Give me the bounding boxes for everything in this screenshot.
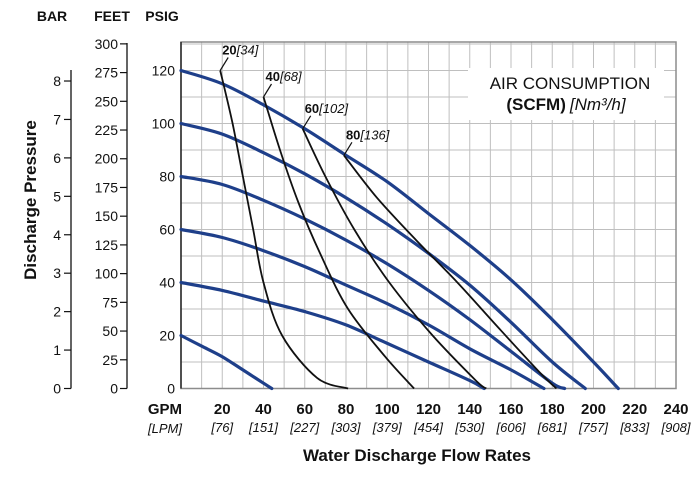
feet-tick-label: 125 [95,237,119,253]
psig-tick-label: 120 [152,63,176,79]
x-tick-label-lpm: [454] [413,420,443,435]
y-axis-title: Discharge Pressure [21,120,40,280]
x-tick-label-gpm: 220 [622,401,647,418]
air-curve-leader [302,115,312,130]
x-tick-label-lpm: [833] [619,420,649,435]
tick-labels: 0123456780255075100125150175200225250275… [53,36,691,435]
x-tick-label-gpm: 100 [375,401,400,418]
air-curve-label-20: 20[34] [222,43,259,58]
x-tick-label-lpm: [151] [248,420,278,435]
air-curve-labels: 20[34] 40[68] 60[102] 80[136] [219,43,390,156]
performance-curves [179,68,620,391]
x-tick-label-gpm: 60 [296,401,313,418]
x-tick-label-lpm: [530] [454,420,484,435]
legend-subtitle: (SCFM) [Nm³/h] [506,95,626,114]
x-tick-label-gpm: 180 [540,401,565,418]
psig-tick-label: 100 [152,116,176,132]
x-tick-label-gpm: 160 [498,401,523,418]
x-tick-label-lpm: [303] [331,420,361,435]
x-tick-label-gpm: 200 [581,401,606,418]
air-curve-label-80: 80[136] [346,127,390,142]
feet-tick-label: 225 [95,122,119,138]
x-tick-label-gpm: 40 [255,401,272,418]
air-curve-leader [219,57,229,71]
bar-tick-label: 6 [53,150,61,166]
legend-subtitle-italic: [Nm³/h] [569,95,627,114]
bar-tick-label: 0 [53,381,61,397]
psig-axis-unit: PSIG [145,8,179,24]
air-curve-leader [343,141,353,156]
performance-curve-80-psig [179,174,567,391]
x-tick-label-lpm: [379] [372,420,402,435]
air-curve-label-value: 20 [222,43,236,58]
x-tick-label-gpm: 240 [663,401,688,418]
air-curve-60-scfm [301,128,487,390]
performance-curve-100-psig [179,121,587,391]
legend-box: AIR CONSUMPTION (SCFM) [Nm³/h] [468,68,664,120]
psig-tick-label: 60 [159,222,175,238]
x-tick-label-gpm: 120 [416,401,441,418]
air-curve-label-metric: [68] [279,69,302,84]
x-axis-unit-lpm: [LPM] [147,421,182,436]
x-tick-label-lpm: [681] [537,420,567,435]
feet-tick-label: 0 [110,381,118,397]
x-axis-unit-gpm: GPM [148,401,182,418]
bar-tick-label: 4 [53,227,61,243]
psig-tick-label: 40 [159,275,175,291]
feet-tick-label: 275 [95,65,119,81]
psig-tick-label: 80 [159,169,175,185]
x-tick-label-lpm: [757] [578,420,608,435]
air-curve-label-value: 80 [346,127,360,142]
bar-tick-label: 3 [53,265,61,281]
feet-tick-label: 250 [95,93,119,109]
air-consumption-curves [219,70,558,390]
air-curve-label-value: 40 [266,69,280,84]
feet-axis-unit: FEET [94,8,130,24]
air-curve-label-40: 40[68] [266,69,303,84]
performance-curve-120-psig [179,68,620,391]
x-tick-label-lpm: [76] [210,420,233,435]
legend-subtitle-bold: (SCFM) [506,95,565,114]
grid-lines [180,41,677,390]
bar-tick-label: 8 [53,73,61,89]
x-tick-label-gpm: 140 [457,401,482,418]
legend-title: AIR CONSUMPTION [490,74,651,93]
x-tick-label-gpm: 20 [214,401,231,418]
air-curve-20-scfm [219,70,349,390]
feet-tick-label: 200 [95,151,119,167]
performance-curve-20-psig [179,333,274,391]
air-curve-label-metric: [136] [359,127,389,142]
feet-tick-label: 75 [102,294,118,310]
air-curve-label-60: 60[102] [305,101,349,116]
feet-tick-label: 25 [102,352,118,368]
x-tick-label-gpm: 80 [338,401,355,418]
feet-tick-label: 100 [95,266,119,282]
psig-tick-label: 20 [159,328,175,344]
performance-curve-40-psig [179,280,486,391]
air-curve-label-value: 60 [305,101,319,116]
psig-tick-label: 0 [167,381,175,397]
bar-tick-label: 5 [53,188,61,204]
air-curve-40-scfm [262,96,415,390]
air-curve-label-metric: [34] [236,43,259,58]
air-curve-label-metric: [102] [318,101,348,116]
feet-tick-label: 175 [95,179,119,195]
axes [64,42,182,390]
x-tick-label-lpm: [606] [496,420,526,435]
feet-tick-label: 50 [102,323,118,339]
legend-background [468,68,664,120]
x-tick-label-lpm: [227] [289,420,319,435]
bar-tick-label: 1 [53,342,61,358]
feet-tick-label: 300 [95,36,119,52]
feet-tick-label: 150 [95,208,119,224]
x-axis-title: Water Discharge Flow Rates [303,446,531,465]
x-tick-label-lpm: [908] [661,420,691,435]
bar-axis-unit: BAR [37,8,67,24]
air-curve-leader [262,83,273,98]
performance-curve-60-psig [179,227,546,391]
bar-tick-label: 7 [53,111,61,127]
bar-tick-label: 2 [53,304,61,320]
air-curve-80-scfm [343,154,558,390]
